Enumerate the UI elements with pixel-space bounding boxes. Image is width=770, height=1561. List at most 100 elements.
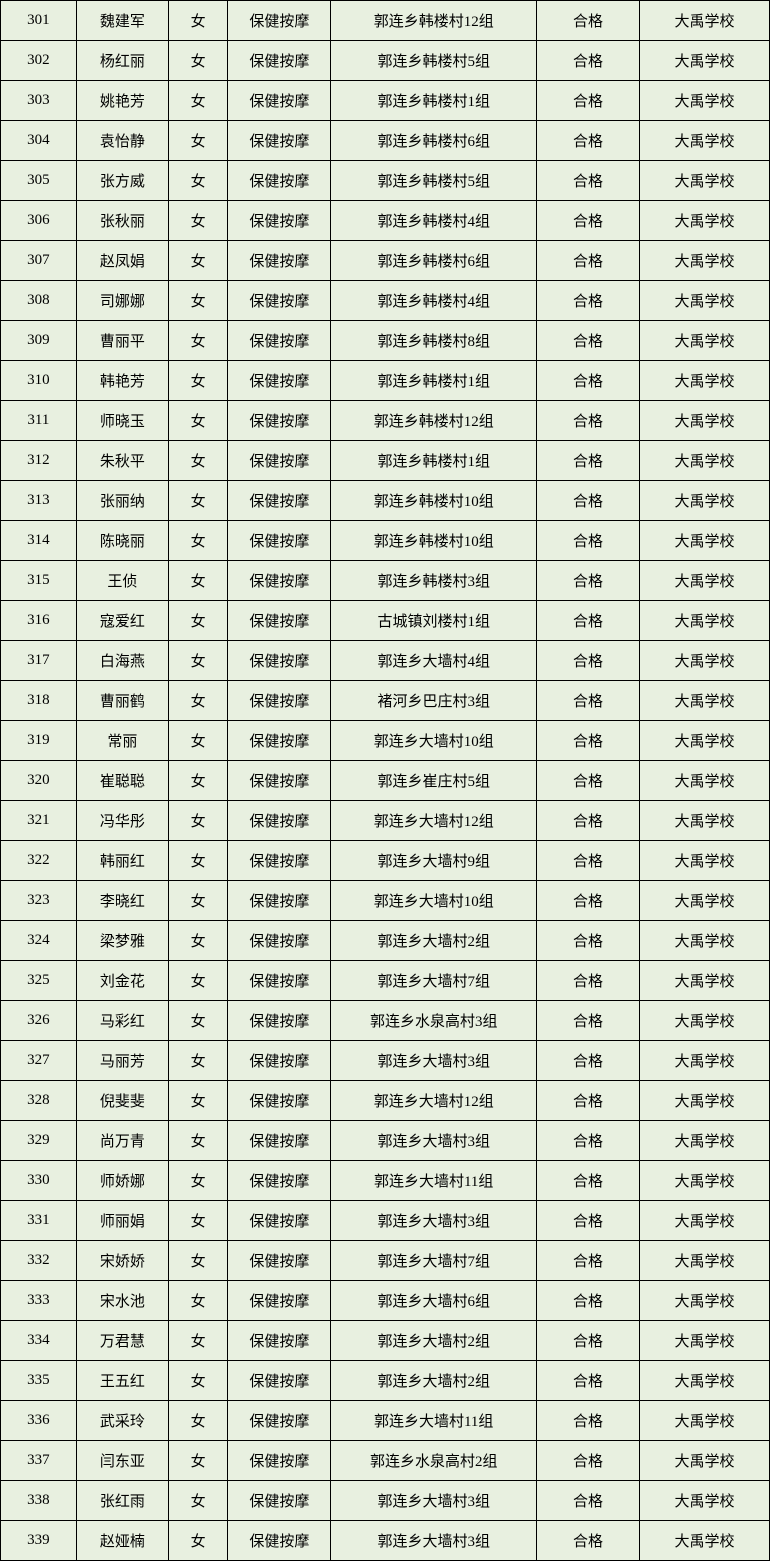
table-row: 336武采玲女保健按摩郭连乡大墙村11组合格大禹学校 (1, 1401, 770, 1441)
cell-type: 保健按摩 (228, 241, 331, 281)
cell-id: 310 (1, 361, 77, 401)
table-row: 317白海燕女保健按摩郭连乡大墙村4组合格大禹学校 (1, 641, 770, 681)
cell-school: 大禹学校 (640, 1521, 770, 1561)
cell-id: 309 (1, 321, 77, 361)
cell-gender: 女 (168, 841, 228, 881)
cell-address: 郭连乡韩楼村6组 (331, 121, 537, 161)
cell-address: 郭连乡大墙村6组 (331, 1281, 537, 1321)
cell-gender: 女 (168, 1081, 228, 1121)
cell-type: 保健按摩 (228, 321, 331, 361)
cell-school: 大禹学校 (640, 721, 770, 761)
cell-gender: 女 (168, 201, 228, 241)
cell-name: 梁梦雅 (76, 921, 168, 961)
cell-type: 保健按摩 (228, 761, 331, 801)
cell-address: 郭连乡韩楼村1组 (331, 361, 537, 401)
table-row: 302杨红丽女保健按摩郭连乡韩楼村5组合格大禹学校 (1, 41, 770, 81)
cell-name: 寇爱红 (76, 601, 168, 641)
cell-id: 301 (1, 1, 77, 41)
cell-type: 保健按摩 (228, 841, 331, 881)
cell-type: 保健按摩 (228, 641, 331, 681)
cell-id: 321 (1, 801, 77, 841)
cell-school: 大禹学校 (640, 201, 770, 241)
cell-address: 郭连乡大墙村10组 (331, 721, 537, 761)
cell-type: 保健按摩 (228, 41, 331, 81)
cell-type: 保健按摩 (228, 161, 331, 201)
cell-address: 郭连乡韩楼村6组 (331, 241, 537, 281)
cell-type: 保健按摩 (228, 1361, 331, 1401)
cell-id: 319 (1, 721, 77, 761)
cell-school: 大禹学校 (640, 81, 770, 121)
cell-school: 大禹学校 (640, 321, 770, 361)
cell-status: 合格 (537, 641, 640, 681)
cell-gender: 女 (168, 1401, 228, 1441)
cell-gender: 女 (168, 681, 228, 721)
cell-status: 合格 (537, 841, 640, 881)
table-row: 339赵娅楠女保健按摩郭连乡大墙村3组合格大禹学校 (1, 1521, 770, 1561)
cell-school: 大禹学校 (640, 801, 770, 841)
cell-name: 刘金花 (76, 961, 168, 1001)
table-row: 324梁梦雅女保健按摩郭连乡大墙村2组合格大禹学校 (1, 921, 770, 961)
cell-id: 339 (1, 1521, 77, 1561)
cell-address: 郭连乡韩楼村10组 (331, 521, 537, 561)
cell-school: 大禹学校 (640, 761, 770, 801)
cell-type: 保健按摩 (228, 1041, 331, 1081)
cell-name: 闫东亚 (76, 1441, 168, 1481)
cell-status: 合格 (537, 1081, 640, 1121)
cell-id: 305 (1, 161, 77, 201)
cell-status: 合格 (537, 281, 640, 321)
cell-id: 333 (1, 1281, 77, 1321)
table-row: 308司娜娜女保健按摩郭连乡韩楼村4组合格大禹学校 (1, 281, 770, 321)
cell-status: 合格 (537, 881, 640, 921)
cell-status: 合格 (537, 961, 640, 1001)
cell-id: 315 (1, 561, 77, 601)
cell-gender: 女 (168, 401, 228, 441)
cell-name: 杨红丽 (76, 41, 168, 81)
cell-school: 大禹学校 (640, 1441, 770, 1481)
cell-name: 赵娅楠 (76, 1521, 168, 1561)
cell-id: 326 (1, 1001, 77, 1041)
cell-status: 合格 (537, 721, 640, 761)
cell-name: 司娜娜 (76, 281, 168, 321)
table-row: 304袁怡静女保健按摩郭连乡韩楼村6组合格大禹学校 (1, 121, 770, 161)
cell-type: 保健按摩 (228, 681, 331, 721)
cell-status: 合格 (537, 1281, 640, 1321)
cell-school: 大禹学校 (640, 1121, 770, 1161)
table-row: 331师丽娟女保健按摩郭连乡大墙村3组合格大禹学校 (1, 1201, 770, 1241)
cell-id: 327 (1, 1041, 77, 1081)
cell-gender: 女 (168, 561, 228, 601)
cell-address: 郭连乡大墙村3组 (331, 1521, 537, 1561)
cell-status: 合格 (537, 81, 640, 121)
cell-type: 保健按摩 (228, 1401, 331, 1441)
cell-name: 姚艳芳 (76, 81, 168, 121)
cell-gender: 女 (168, 761, 228, 801)
cell-name: 师晓玉 (76, 401, 168, 441)
cell-type: 保健按摩 (228, 361, 331, 401)
cell-type: 保健按摩 (228, 1081, 331, 1121)
table-row: 307赵凤娟女保健按摩郭连乡韩楼村6组合格大禹学校 (1, 241, 770, 281)
cell-name: 马彩红 (76, 1001, 168, 1041)
table-row: 338张红雨女保健按摩郭连乡大墙村3组合格大禹学校 (1, 1481, 770, 1521)
cell-id: 338 (1, 1481, 77, 1521)
cell-name: 韩丽红 (76, 841, 168, 881)
table-row: 320崔聪聪女保健按摩郭连乡崔庄村5组合格大禹学校 (1, 761, 770, 801)
cell-status: 合格 (537, 1321, 640, 1361)
table-row: 312朱秋平女保健按摩郭连乡韩楼村1组合格大禹学校 (1, 441, 770, 481)
cell-gender: 女 (168, 1161, 228, 1201)
cell-status: 合格 (537, 161, 640, 201)
cell-address: 郭连乡韩楼村12组 (331, 401, 537, 441)
cell-status: 合格 (537, 1401, 640, 1441)
cell-type: 保健按摩 (228, 201, 331, 241)
cell-address: 郭连乡韩楼村4组 (331, 281, 537, 321)
cell-address: 郭连乡大墙村3组 (331, 1201, 537, 1241)
cell-id: 316 (1, 601, 77, 641)
cell-school: 大禹学校 (640, 41, 770, 81)
cell-gender: 女 (168, 361, 228, 401)
cell-type: 保健按摩 (228, 1521, 331, 1561)
cell-name: 曹丽平 (76, 321, 168, 361)
cell-type: 保健按摩 (228, 81, 331, 121)
cell-id: 331 (1, 1201, 77, 1241)
cell-address: 郭连乡大墙村7组 (331, 1241, 537, 1281)
cell-gender: 女 (168, 641, 228, 681)
cell-address: 郭连乡韩楼村3组 (331, 561, 537, 601)
table-row: 332宋娇娇女保健按摩郭连乡大墙村7组合格大禹学校 (1, 1241, 770, 1281)
